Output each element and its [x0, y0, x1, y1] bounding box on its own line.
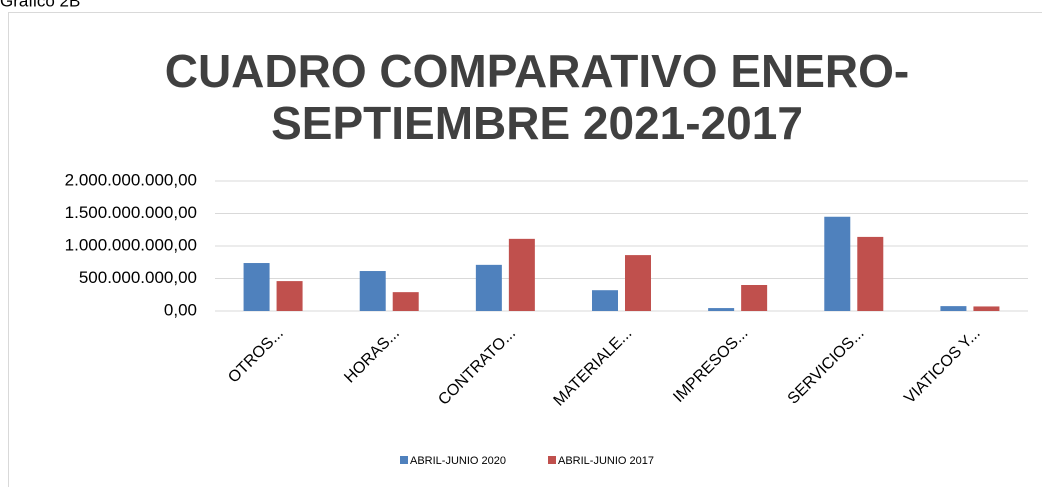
x-tick-label: OTROS...	[225, 325, 287, 387]
legend-swatch	[400, 456, 408, 464]
bar	[392, 292, 419, 311]
caption: Gráfico 2B	[0, 0, 80, 10]
legend-label: ABRIL-JUNIO 2017	[558, 455, 654, 467]
legend-swatch	[548, 456, 556, 464]
bar	[276, 281, 303, 311]
bar	[243, 263, 270, 311]
x-tick-label: IMPRESOS...	[670, 325, 751, 406]
y-tick-label: 1.500.000.000,00	[65, 203, 197, 222]
bar	[741, 285, 768, 311]
chart-title: SEPTIEMBRE 2021-2017	[271, 97, 803, 149]
bar	[973, 306, 1000, 311]
y-tick-label: 0,00	[164, 300, 197, 319]
legend-label: ABRIL-JUNIO 2020	[410, 455, 506, 467]
bar	[824, 216, 851, 311]
bar	[475, 264, 502, 311]
bar	[359, 271, 386, 311]
x-tick-label: CONTRATO...	[435, 325, 519, 409]
y-tick-label: 2.000.000.000,00	[65, 170, 197, 189]
bar	[508, 238, 535, 311]
bar	[857, 236, 884, 311]
chart-title: CUADRO COMPARATIVO ENERO-	[165, 45, 910, 97]
bar	[592, 290, 618, 311]
x-tick-label: VIATICOS Y...	[901, 325, 983, 407]
x-tick-label: MATERIALE...	[551, 325, 636, 410]
y-tick-label: 500.000.000,00	[79, 268, 197, 287]
bar	[708, 308, 735, 311]
bar	[625, 255, 651, 311]
chart-frame	[8, 12, 1042, 487]
bar	[940, 306, 967, 311]
x-tick-label: SERVICIOS...	[785, 325, 868, 408]
x-tick-label: HORAS...	[341, 325, 403, 387]
y-tick-label: 1.000.000.000,00	[65, 235, 197, 254]
